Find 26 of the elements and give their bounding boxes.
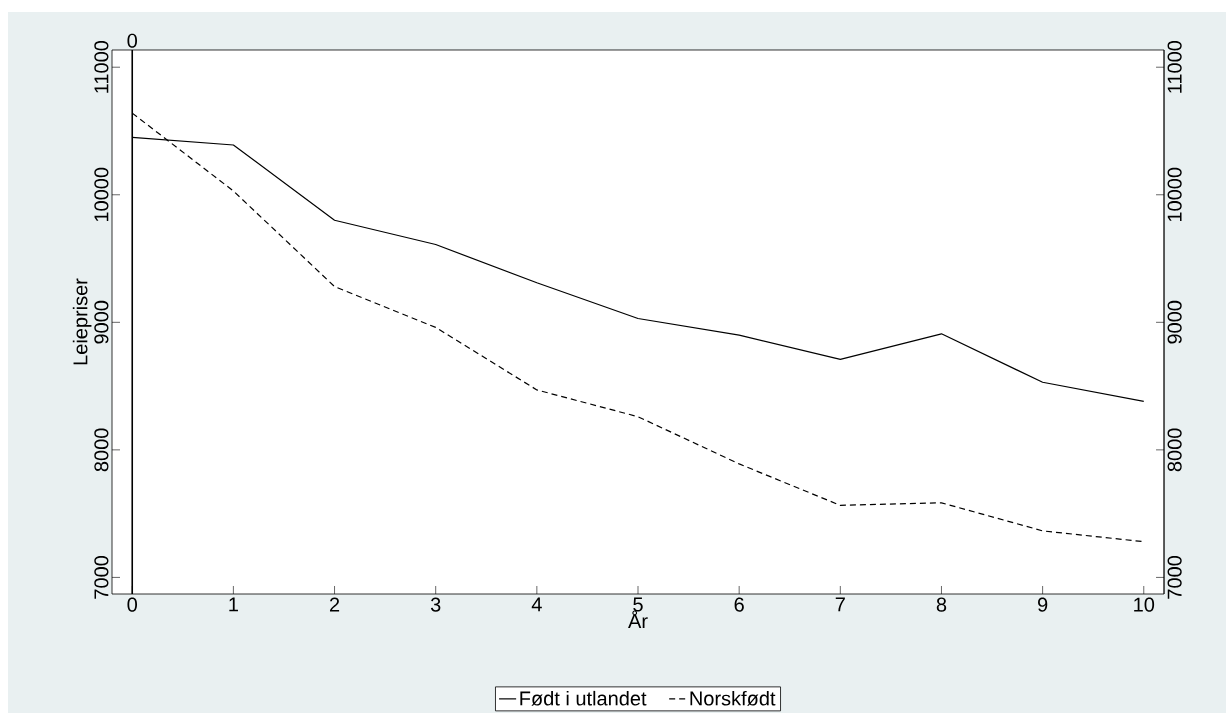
y2-tick-label: 10000 xyxy=(1167,167,1182,222)
y2-tick-label: 8000 xyxy=(1167,428,1182,472)
y-tick-label: 8000 xyxy=(94,428,109,472)
x-tick-label: 5 xyxy=(633,597,643,612)
ref-line-label: 0 xyxy=(127,33,138,48)
x-axis-title: År xyxy=(628,610,648,629)
y2-tick-label: 7000 xyxy=(1167,555,1182,599)
y-tick-label: 7000 xyxy=(94,555,109,599)
legend-label: Født i utlandet xyxy=(520,690,647,706)
y-tick-label: 11000 xyxy=(94,40,109,93)
y-tick-label: 10000 xyxy=(94,167,109,222)
y-tick-label: 9000 xyxy=(94,300,109,344)
x-tick-label: 3 xyxy=(430,597,441,612)
x-tick-label: 1 xyxy=(229,597,238,612)
x-tick-label: 0 xyxy=(127,597,138,612)
x-tick-label: 8 xyxy=(936,597,947,612)
y2-tick-label: 9000 xyxy=(1167,300,1182,344)
x-tick-label: 6 xyxy=(734,597,744,612)
x-tick-label: 2 xyxy=(329,597,340,612)
x-tick-label: 9 xyxy=(1038,597,1048,612)
legend-label: Norskfødt xyxy=(690,690,776,706)
x-tick-label: 7 xyxy=(835,597,845,612)
y2-tick-label: 11000 xyxy=(1167,40,1182,93)
x-tick-label: 10 xyxy=(1134,597,1155,612)
x-tick-label: 4 xyxy=(531,597,542,612)
y-axis-title: Leiepriser xyxy=(72,278,92,365)
